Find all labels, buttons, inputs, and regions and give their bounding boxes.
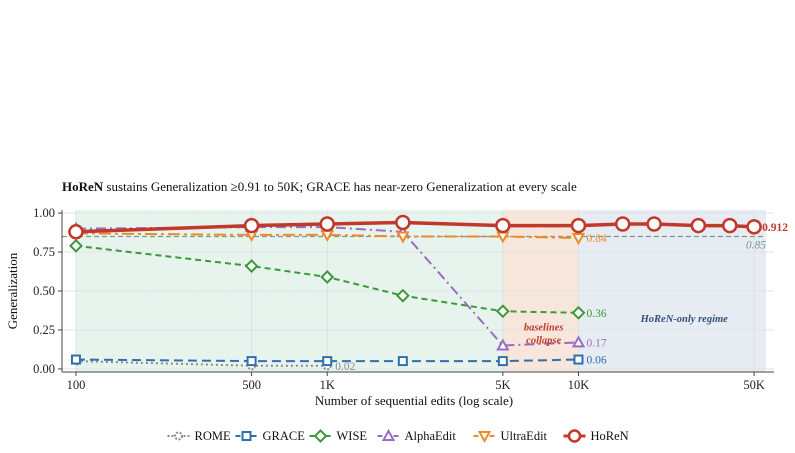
marker <box>396 231 410 244</box>
marker <box>395 214 411 231</box>
x-tick-label: 1K <box>320 378 335 392</box>
y-axis-label: Generalization <box>5 252 20 329</box>
marker <box>614 216 631 232</box>
x-tick-label: 5K <box>495 378 510 392</box>
x-tick-label: 500 <box>242 378 261 392</box>
marker <box>570 217 587 234</box>
y-tick-label: 0.25 <box>33 323 55 337</box>
series-line-ultraedit <box>75 232 579 240</box>
marker <box>246 356 257 367</box>
legend-label: UltraEdit <box>501 429 548 443</box>
series-line-grace <box>75 358 579 363</box>
grid <box>62 210 774 372</box>
marker <box>690 217 707 234</box>
legend-item-rome: ROME <box>167 429 231 443</box>
end-label-horen: 0.912 <box>762 222 788 234</box>
marker <box>571 305 586 320</box>
marker <box>397 356 408 367</box>
end-label-rome: 0.02 <box>335 361 355 373</box>
series-horen <box>68 214 762 240</box>
marker <box>395 288 410 303</box>
legend-item-ultraedit: UltraEdit <box>473 429 548 444</box>
series-wise <box>69 238 586 320</box>
marker <box>320 270 335 284</box>
legend-label: WISE <box>337 429 368 443</box>
marker <box>244 259 259 273</box>
marker <box>495 304 510 319</box>
chart-title-bold: HoReN <box>62 179 104 194</box>
marker <box>496 338 510 351</box>
marker <box>571 335 586 348</box>
legend-label: GRACE <box>263 429 306 443</box>
marker <box>567 429 582 443</box>
x-tick-label: 100 <box>67 378 86 392</box>
annotation-horen-only-regime: HoReN-only regime <box>640 314 729 325</box>
marker <box>322 356 333 367</box>
legend-label: HoReN <box>591 429 629 443</box>
marker <box>497 356 508 367</box>
marker <box>313 429 328 443</box>
y-tick-label: 0.50 <box>33 284 55 298</box>
series-grace <box>70 354 584 367</box>
legend-item-grace: GRACE <box>235 429 306 443</box>
end-label-ultraedit: 0.84 <box>586 233 606 245</box>
marker <box>174 431 183 441</box>
annotation-baselines-collapse-line1: baselines <box>524 323 564 334</box>
y-tick-label: 0.75 <box>33 245 55 259</box>
annotation-baselines-collapse-line2: collapse <box>526 336 561 347</box>
end-label-wise: 0.36 <box>586 308 606 320</box>
y-tick-label: 0.00 <box>33 362 55 376</box>
marker <box>722 217 738 234</box>
marker <box>495 217 511 234</box>
marker <box>68 224 84 240</box>
reference-line-label: 0.85 <box>746 239 766 251</box>
x-axis-label: Number of sequential edits (log scale) <box>315 393 513 408</box>
marker <box>477 431 492 444</box>
series-layer <box>68 214 762 371</box>
chart-title: HoReN sustains Generalization ≥0.91 to 5… <box>62 179 577 194</box>
x-tick-label: 50K <box>743 378 765 392</box>
marker <box>646 216 662 232</box>
labels-layer: 0.02 0.06 0.36 0.17 0.84 0.912 baselines collap… <box>335 222 788 373</box>
marker <box>70 354 81 365</box>
marker <box>241 431 252 441</box>
legend-item-alphaedit: AlphaEdit <box>377 428 457 443</box>
marker <box>243 217 260 234</box>
axes: 0.00 0.25 0.50 0.75 1.00 100 500 1K 5K 10K 50K <box>33 206 774 392</box>
x-tick-label: 10K <box>568 378 590 392</box>
chart-title-rest: sustains Generalization ≥0.91 to 50K; GR… <box>103 179 577 194</box>
legend: ROME GRACE WISE AlphaEdit UltraEdit HoReN <box>167 428 629 444</box>
marker <box>746 219 762 235</box>
legend-label: AlphaEdit <box>405 429 457 443</box>
marker <box>69 238 83 253</box>
series-line-wise <box>75 244 579 314</box>
y-tick-label: 1.00 <box>33 206 55 220</box>
legend-label: ROME <box>195 429 231 443</box>
marker <box>381 428 396 441</box>
marker <box>319 216 335 232</box>
marker <box>571 233 586 246</box>
end-label-alphaedit: 0.17 <box>586 337 606 349</box>
legend-item-wise: WISE <box>309 429 368 443</box>
marker <box>573 354 584 365</box>
legend-item-horen: HoReN <box>563 429 629 443</box>
end-label-grace: 0.06 <box>586 355 606 367</box>
